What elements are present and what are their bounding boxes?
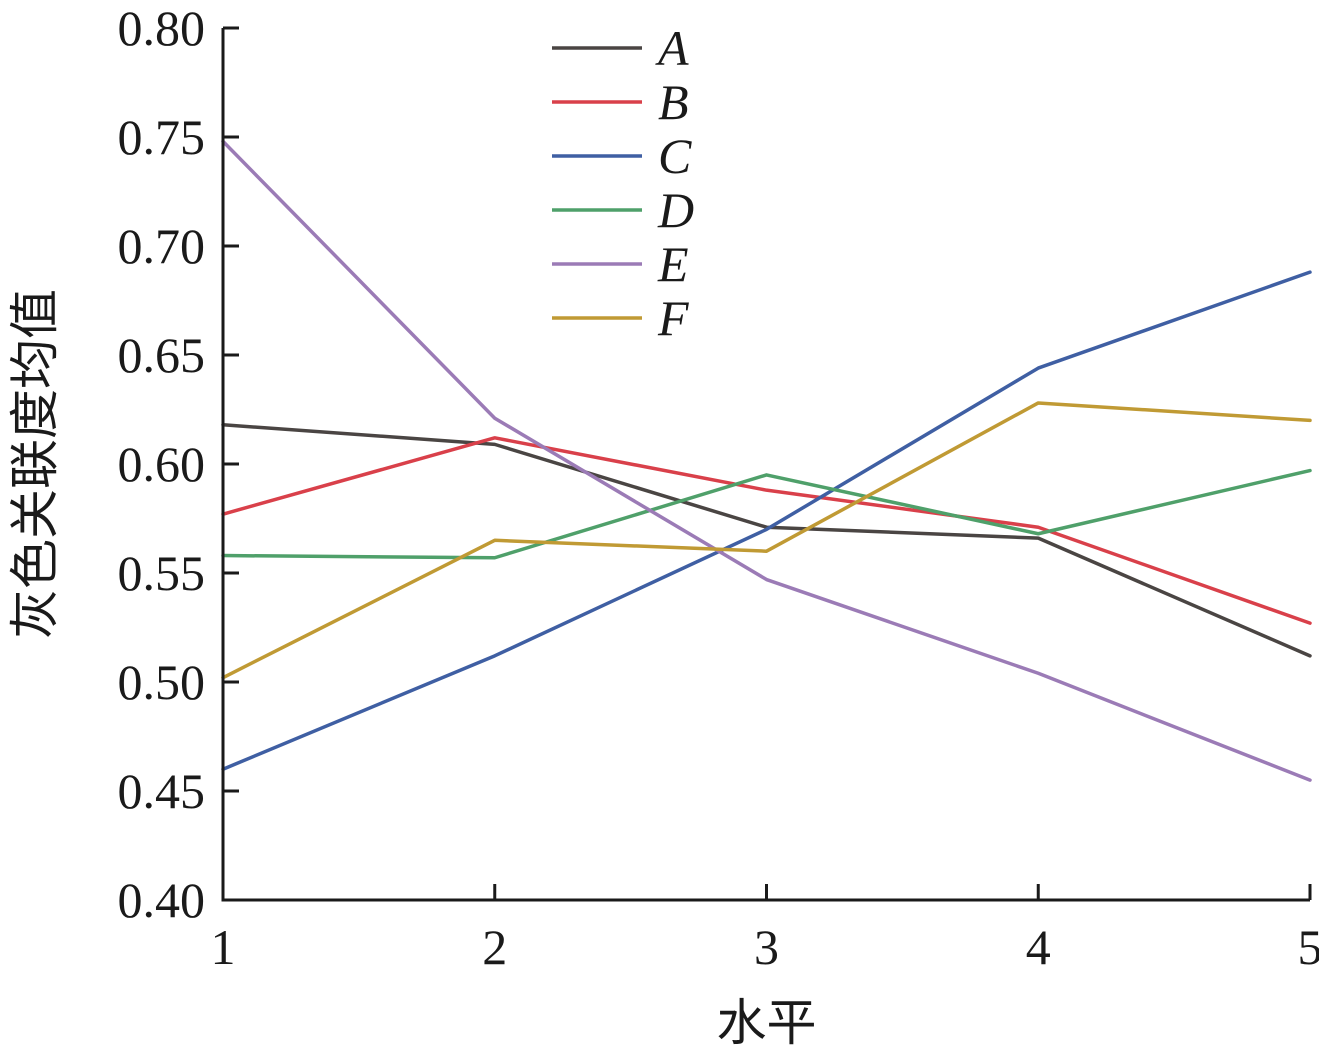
x-tick-label: 2 xyxy=(482,919,507,975)
y-axis-title: 灰色关联度均值 xyxy=(6,289,64,639)
y-tick-label: 0.80 xyxy=(118,0,206,56)
series-line-c xyxy=(221,270,1312,771)
x-axis-title: 水平 xyxy=(717,994,817,1051)
y-tick-label: 0.40 xyxy=(118,872,206,928)
legend-label-f: F xyxy=(657,290,689,346)
axes-frame xyxy=(221,28,1310,902)
legend-label-c: C xyxy=(658,128,692,184)
legend-label-a: A xyxy=(655,20,689,76)
legend-label-e: E xyxy=(657,236,689,292)
y-tick-label: 0.65 xyxy=(118,327,206,383)
y-tick-label: 0.70 xyxy=(118,218,206,274)
y-tick-label: 0.60 xyxy=(118,436,206,492)
series-lines xyxy=(221,139,1312,782)
x-tick-label: 3 xyxy=(754,919,779,975)
series-line-d xyxy=(221,468,1312,560)
legend-label-d: D xyxy=(657,182,694,238)
y-axis-ticks: 0.40 0.45 0.50 0.55 0.60 0.65 0.70 0.75 0.80 xyxy=(118,0,239,928)
series-line-f xyxy=(221,401,1312,680)
series-line-e xyxy=(221,139,1312,782)
series-line-a xyxy=(221,423,1312,658)
y-tick-label: 0.45 xyxy=(118,763,206,819)
legend-label-b: B xyxy=(658,74,689,130)
x-tick-label: 4 xyxy=(1026,919,1051,975)
y-tick-label: 0.75 xyxy=(118,109,206,165)
x-tick-label: 1 xyxy=(211,919,236,975)
x-tick-label: 5 xyxy=(1298,919,1319,975)
y-tick-label: 0.50 xyxy=(118,654,206,710)
series-line-b xyxy=(221,436,1312,625)
y-tick-label: 0.55 xyxy=(118,545,206,601)
x-axis-ticks: 1 2 3 4 5 xyxy=(211,884,1319,975)
